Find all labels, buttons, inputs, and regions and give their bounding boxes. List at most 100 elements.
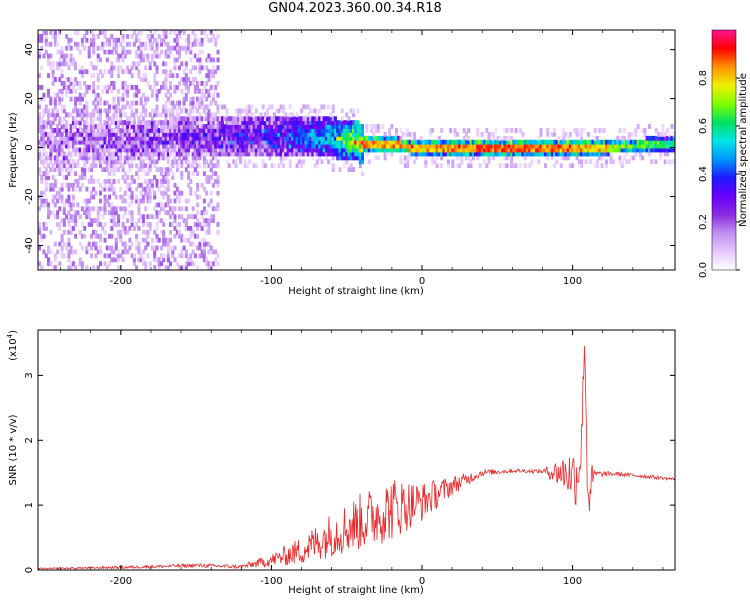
spectrogram-cell bbox=[191, 143, 195, 149]
spectrogram-cell bbox=[202, 151, 206, 157]
spectrogram-cell bbox=[121, 226, 125, 231]
spectrogram-cell bbox=[352, 120, 355, 125]
spectrogram-cell bbox=[135, 163, 139, 169]
spectrogram-cell bbox=[166, 49, 170, 55]
spectrogram-cell bbox=[180, 190, 184, 196]
spectrogram-cell bbox=[180, 135, 184, 141]
spectrogram-cell bbox=[78, 147, 82, 153]
spectrogram-cell bbox=[76, 202, 80, 208]
spectrogram-cell bbox=[322, 104, 326, 110]
spectrogram-cell bbox=[40, 45, 44, 51]
spectrogram-cell bbox=[261, 151, 265, 157]
spectrogram-cell bbox=[173, 45, 177, 51]
spectrogram-cell bbox=[103, 49, 107, 55]
spectrogram-cell bbox=[175, 34, 179, 39]
spectrogram-cell bbox=[347, 132, 351, 137]
spectrogram-cell bbox=[562, 143, 566, 149]
spectrogram-cell bbox=[625, 147, 629, 153]
spectrogram-cell bbox=[510, 135, 514, 141]
spectrogram-cell bbox=[121, 147, 125, 153]
spectrogram-cell bbox=[230, 139, 233, 145]
spectrogram-cell bbox=[654, 139, 658, 145]
spectrogram-cell bbox=[189, 241, 193, 247]
spectrogram-cell bbox=[90, 245, 93, 251]
spectrogram-cell bbox=[564, 139, 568, 145]
spectrogram-cell bbox=[338, 151, 342, 157]
spectrogram-cell bbox=[295, 163, 299, 169]
spectrogram-cell bbox=[123, 143, 127, 149]
spectrogram-cell bbox=[51, 147, 55, 153]
spectrogram-cell bbox=[166, 53, 170, 59]
spectrogram-cell bbox=[643, 128, 647, 133]
spectrogram-cell bbox=[376, 143, 380, 149]
spectrogram-cell bbox=[164, 116, 168, 122]
spectrogram-cell bbox=[157, 167, 161, 172]
spectrogram-cell bbox=[150, 57, 154, 63]
spectrogram-cell bbox=[257, 135, 261, 141]
spectrogram-cell bbox=[487, 143, 491, 149]
spectrogram-cell bbox=[132, 61, 136, 67]
spectrogram-cell bbox=[605, 151, 608, 157]
spectrogram-cell bbox=[320, 128, 324, 133]
spectrogram-cell bbox=[205, 139, 209, 145]
spectrogram-cell bbox=[76, 132, 80, 137]
spectrogram-cell bbox=[62, 163, 66, 169]
spectrogram-cell bbox=[42, 30, 46, 35]
spectrogram-cell bbox=[455, 143, 459, 149]
spectrogram-cell bbox=[211, 182, 215, 188]
spectrogram-cell bbox=[78, 108, 82, 114]
spectrogram-cell bbox=[243, 135, 247, 141]
spectrogram-cell bbox=[114, 37, 118, 43]
spectrogram-cell bbox=[87, 210, 91, 216]
spectrogram-cell bbox=[202, 108, 206, 114]
spectrogram-cell bbox=[207, 73, 211, 78]
spectrogram-cell bbox=[141, 143, 145, 149]
spectrogram-cell bbox=[80, 261, 84, 267]
spectrogram-cell bbox=[155, 132, 159, 137]
spectrogram-cell bbox=[528, 147, 532, 153]
spectrogram-cell bbox=[216, 34, 220, 39]
spectrogram-cell bbox=[132, 85, 136, 90]
spectrogram-cell bbox=[293, 120, 297, 125]
spectrogram-cell bbox=[117, 139, 121, 145]
spectrogram-cell bbox=[324, 135, 328, 141]
spectrogram-cell bbox=[306, 128, 310, 133]
spectrogram-cell bbox=[227, 139, 231, 145]
spectrogram-cell bbox=[331, 163, 335, 169]
spectrogram-cell bbox=[87, 49, 91, 55]
spectrogram-cell bbox=[207, 163, 211, 169]
spectrogram-cell bbox=[47, 171, 50, 176]
spectrogram-cell bbox=[166, 257, 170, 263]
spectrogram-cell bbox=[114, 241, 118, 247]
spectrogram-cell bbox=[121, 120, 125, 125]
spectrogram-cell bbox=[96, 53, 100, 59]
spectrogram-cell bbox=[71, 186, 75, 192]
spectrogram-cell bbox=[248, 143, 252, 149]
spectrogram-cell bbox=[435, 139, 439, 145]
spectrogram-cell bbox=[352, 132, 355, 137]
spectrogram-cell bbox=[207, 116, 211, 122]
spectrogram-cell bbox=[67, 85, 71, 90]
spectrogram-cell bbox=[417, 147, 421, 153]
spectrogram-cell bbox=[243, 143, 247, 149]
spectrogram-cell bbox=[302, 124, 306, 129]
spectrogram-cell bbox=[99, 233, 102, 239]
spectrogram-cell bbox=[365, 128, 369, 133]
spectrogram-cell bbox=[99, 159, 102, 165]
spectrogram-cell bbox=[184, 108, 188, 114]
spectrogram-cell bbox=[105, 147, 109, 153]
spectrogram-cell bbox=[202, 249, 206, 255]
spectrogram-cell bbox=[279, 147, 283, 153]
spectrogram-cell bbox=[101, 30, 105, 35]
spectrogram-cell bbox=[189, 163, 193, 169]
spectrogram-cell bbox=[187, 182, 191, 188]
spectrogram-cell bbox=[178, 34, 181, 39]
spectrogram-cell bbox=[110, 182, 114, 188]
spectrogram-cell bbox=[609, 143, 613, 149]
spectrogram-cell bbox=[320, 151, 324, 157]
spectrogram-cell bbox=[114, 104, 118, 110]
spectrogram-cell bbox=[248, 116, 252, 122]
spectrogram-cell bbox=[42, 159, 46, 165]
spectrogram-cell bbox=[83, 112, 87, 118]
spectrogram-cell bbox=[184, 261, 188, 267]
